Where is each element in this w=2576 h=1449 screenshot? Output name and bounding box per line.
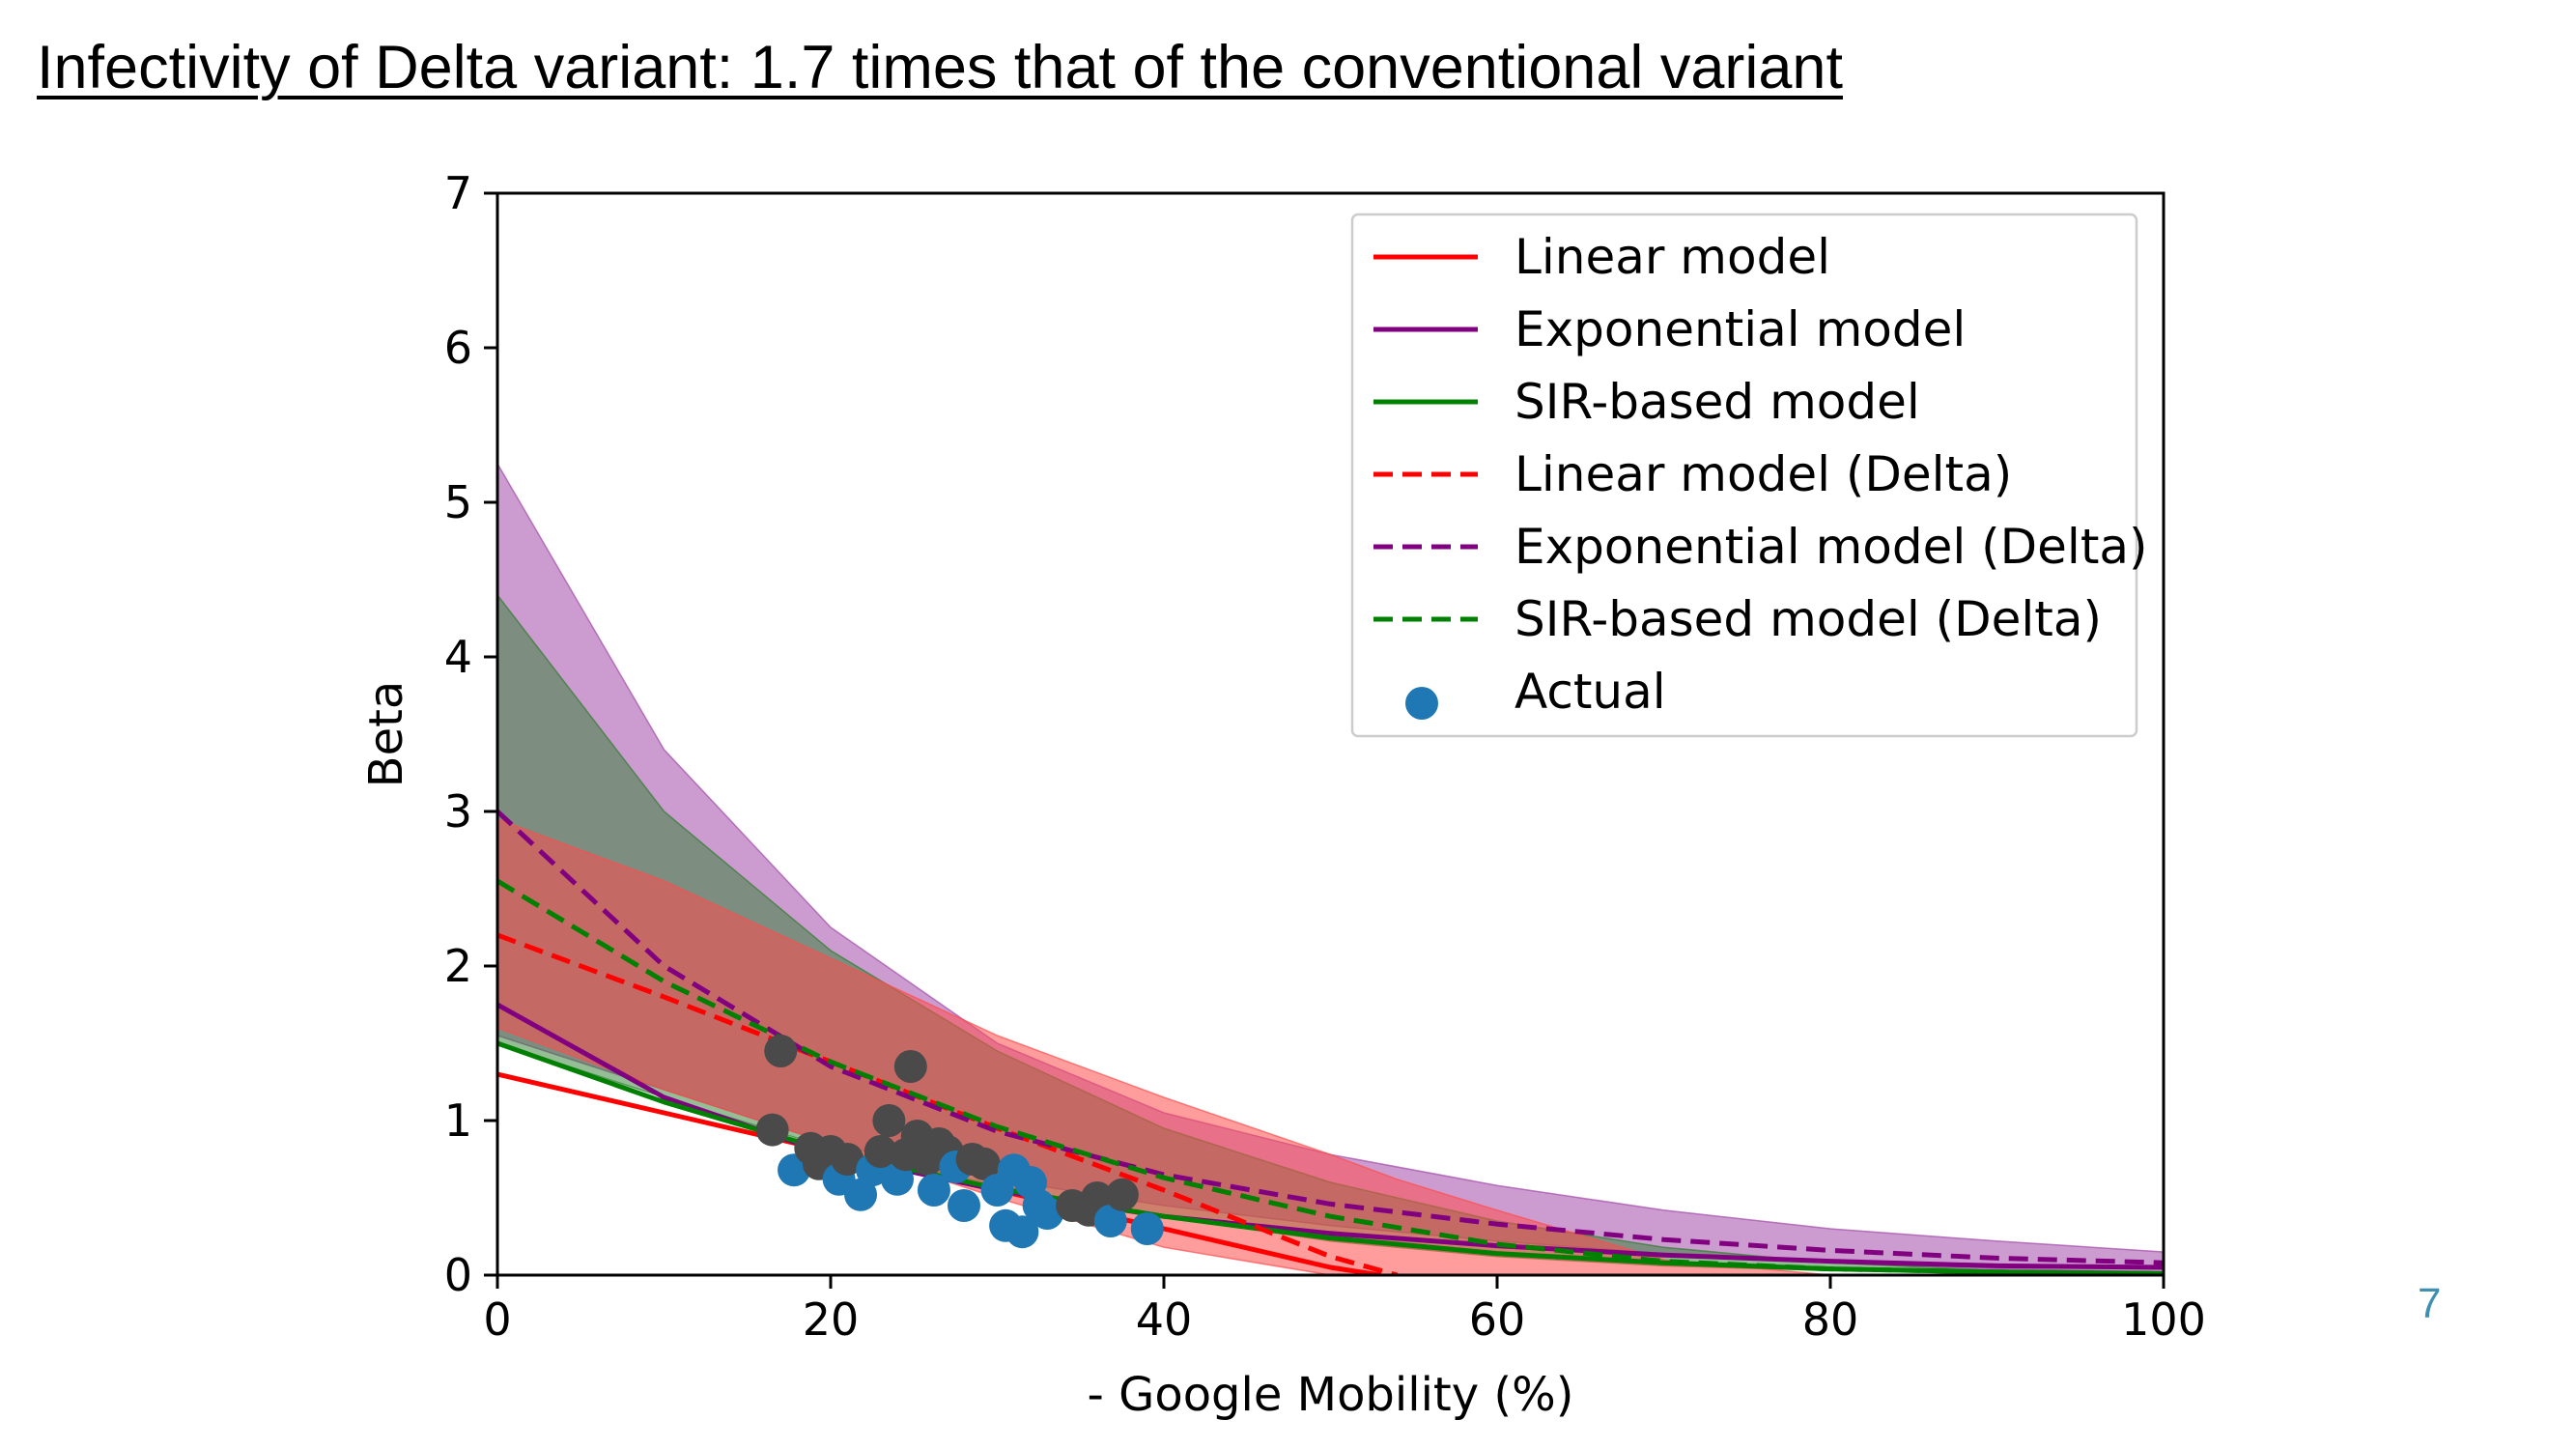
scatter-point [1130, 1212, 1164, 1245]
scatter-point [917, 1174, 950, 1207]
legend-label: SIR-based model (Delta) [1514, 591, 2102, 647]
legend: Linear model Exponential model SIR-based m… [1350, 213, 2148, 738]
legend-marker [1405, 687, 1438, 720]
legend-entries: Linear model Exponential model SIR-based m… [1373, 229, 2148, 720]
y-tick-label: 1 [444, 1094, 472, 1147]
scatter-point [863, 1135, 897, 1168]
legend-label: Exponential model [1514, 301, 1966, 357]
legend-label: Exponential model (Delta) [1514, 519, 2148, 575]
scatter-point [831, 1143, 864, 1176]
y-tick-label: 2 [444, 940, 472, 992]
x-tick-label: 80 [1802, 1293, 1859, 1346]
x-tick-label: 60 [1469, 1293, 1526, 1346]
scatter-point [844, 1178, 878, 1211]
slide-title: Infectivity of Delta variant: 1.7 times … [37, 34, 1843, 101]
legend-label: SIR-based model [1514, 374, 1920, 430]
y-axis-ticks: 0 1 2 3 4 5 6 7 [444, 167, 497, 1301]
series-line-5 [497, 878, 2164, 1275]
scatter-point [893, 1050, 927, 1083]
series-line-4 [497, 810, 2164, 1265]
scatter-point [881, 1162, 914, 1196]
scatter-point [872, 1104, 906, 1137]
y-tick-label: 0 [444, 1249, 472, 1301]
x-tick-label: 0 [483, 1293, 511, 1346]
scatter-point [967, 1147, 1001, 1180]
legend-label: Linear model (Delta) [1514, 446, 2012, 502]
page-number: 7 [2418, 1280, 2442, 1327]
scatter-point [1105, 1178, 1139, 1211]
y-tick-label: 5 [444, 476, 472, 528]
scatter-point [1093, 1205, 1127, 1237]
x-tick-label: 100 [2121, 1293, 2206, 1346]
legend-label: Actual [1514, 664, 1666, 720]
y-tick-label: 3 [444, 785, 472, 838]
x-tick-label: 40 [1136, 1293, 1193, 1346]
plot-frame [495, 191, 2166, 1277]
scatter-point [948, 1189, 980, 1222]
y-axis-label: Beta [359, 681, 413, 788]
legend-box [1350, 213, 2138, 738]
y-tick-label: 4 [444, 631, 472, 683]
scatter-point [1005, 1215, 1039, 1249]
x-axis-ticks: 0 20 40 60 80 100 [483, 1275, 2206, 1346]
scatter-point [755, 1113, 789, 1147]
y-tick-label: 6 [444, 322, 472, 374]
scatter-point [1031, 1197, 1064, 1230]
actual-scatter [755, 1035, 1164, 1249]
x-axis-label: - Google Mobility (%) [1088, 1368, 1574, 1422]
y-tick-label: 7 [444, 167, 472, 219]
scatter-point [764, 1035, 798, 1067]
x-tick-label: 20 [803, 1293, 860, 1346]
legend-label: Linear model [1514, 229, 1830, 285]
